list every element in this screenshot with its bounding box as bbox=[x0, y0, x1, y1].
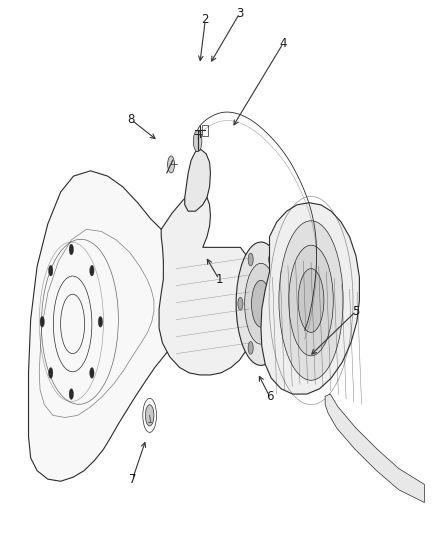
Circle shape bbox=[236, 242, 286, 366]
Circle shape bbox=[40, 317, 44, 327]
Circle shape bbox=[248, 342, 253, 354]
Text: 4: 4 bbox=[279, 37, 287, 50]
Circle shape bbox=[279, 297, 284, 310]
Text: 3: 3 bbox=[236, 7, 243, 20]
Circle shape bbox=[245, 263, 277, 344]
Text: 2: 2 bbox=[201, 13, 209, 26]
Text: 7: 7 bbox=[129, 473, 136, 486]
Text: 5: 5 bbox=[352, 305, 360, 318]
Circle shape bbox=[193, 131, 202, 152]
Polygon shape bbox=[185, 150, 210, 211]
Circle shape bbox=[90, 368, 94, 378]
Circle shape bbox=[268, 342, 274, 354]
Circle shape bbox=[168, 156, 174, 173]
Circle shape bbox=[279, 221, 343, 380]
Circle shape bbox=[98, 317, 102, 327]
Text: 6: 6 bbox=[266, 390, 273, 403]
Polygon shape bbox=[159, 190, 255, 375]
Circle shape bbox=[298, 269, 324, 333]
Circle shape bbox=[251, 280, 270, 327]
Circle shape bbox=[145, 405, 154, 426]
Polygon shape bbox=[28, 171, 202, 481]
Polygon shape bbox=[325, 394, 424, 503]
Text: 1: 1 bbox=[215, 273, 223, 286]
Circle shape bbox=[49, 368, 53, 378]
Polygon shape bbox=[261, 203, 360, 394]
Circle shape bbox=[238, 297, 243, 310]
Circle shape bbox=[268, 253, 274, 266]
Circle shape bbox=[49, 265, 53, 276]
Circle shape bbox=[69, 244, 74, 255]
Circle shape bbox=[289, 245, 333, 356]
Circle shape bbox=[248, 253, 253, 266]
Circle shape bbox=[90, 265, 94, 276]
Circle shape bbox=[69, 389, 74, 399]
Text: 8: 8 bbox=[127, 114, 135, 126]
